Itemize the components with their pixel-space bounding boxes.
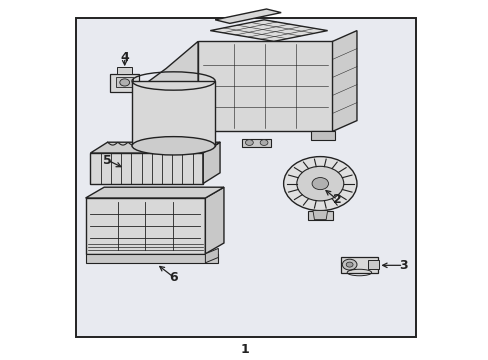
Ellipse shape	[132, 136, 215, 155]
Bar	[310, 131, 334, 140]
Text: 6: 6	[169, 271, 178, 284]
Bar	[110, 74, 139, 92]
Bar	[76, 18, 415, 337]
Polygon shape	[205, 187, 224, 254]
Polygon shape	[332, 31, 356, 131]
Circle shape	[260, 140, 267, 145]
Text: 4: 4	[120, 51, 129, 64]
Bar	[116, 77, 133, 87]
Polygon shape	[90, 142, 220, 153]
Polygon shape	[312, 211, 327, 220]
Bar	[307, 211, 332, 220]
Polygon shape	[210, 20, 327, 41]
Bar	[367, 260, 378, 269]
Polygon shape	[198, 41, 332, 131]
Circle shape	[296, 166, 343, 201]
Polygon shape	[142, 41, 198, 86]
Polygon shape	[205, 248, 218, 263]
Text: 3: 3	[398, 259, 407, 272]
Bar	[85, 254, 218, 263]
Bar	[85, 198, 205, 254]
Polygon shape	[203, 142, 220, 184]
Circle shape	[120, 79, 129, 86]
Circle shape	[245, 140, 253, 145]
Bar	[132, 81, 215, 146]
Text: 2: 2	[332, 193, 341, 206]
Polygon shape	[215, 9, 281, 23]
Bar	[242, 139, 271, 147]
Bar	[117, 67, 132, 74]
Bar	[90, 153, 203, 184]
Circle shape	[346, 262, 352, 267]
Text: 5: 5	[103, 154, 112, 167]
Circle shape	[311, 177, 328, 190]
Bar	[340, 257, 377, 273]
Circle shape	[342, 259, 356, 270]
Text: 1: 1	[240, 343, 248, 356]
Polygon shape	[85, 187, 224, 198]
Circle shape	[283, 157, 356, 211]
